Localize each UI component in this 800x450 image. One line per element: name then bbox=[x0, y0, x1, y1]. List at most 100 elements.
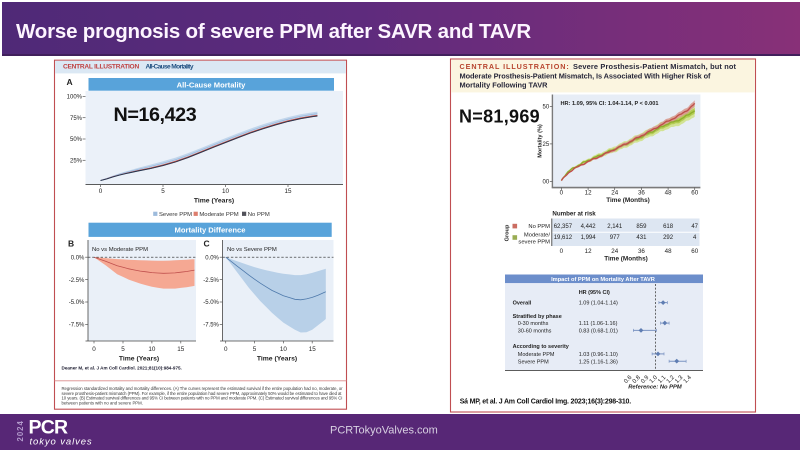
svg-text:48: 48 bbox=[665, 248, 672, 255]
svg-text:0: 0 bbox=[560, 248, 564, 255]
svg-text:4: 4 bbox=[693, 235, 697, 241]
svg-text:CENTRAL ILLUSTRATION: CENTRAL ILLUSTRATION bbox=[63, 64, 140, 71]
svg-text:Deaner M, et al. J Am Coll Car: Deaner M, et al. J Am Coll Cardiol. 2021… bbox=[62, 366, 182, 371]
svg-text:Number at risk: Number at risk bbox=[552, 211, 596, 218]
svg-text:292: 292 bbox=[663, 235, 674, 241]
svg-text:25: 25 bbox=[543, 142, 550, 148]
svg-text:36: 36 bbox=[638, 248, 645, 255]
svg-text:C: C bbox=[204, 239, 210, 249]
svg-text:0-30 months: 0-30 months bbox=[518, 321, 549, 327]
svg-text:0.8: 0.8 bbox=[632, 374, 643, 385]
svg-text:-2.5%: -2.5% bbox=[69, 278, 85, 284]
svg-text:0.0%: 0.0% bbox=[71, 255, 85, 261]
svg-text:2,141: 2,141 bbox=[607, 224, 623, 230]
svg-text:24: 24 bbox=[611, 248, 618, 255]
svg-text:0: 0 bbox=[224, 346, 228, 353]
svg-text:All-Cause Mortality: All-Cause Mortality bbox=[177, 80, 247, 89]
svg-text:B: B bbox=[68, 238, 74, 248]
svg-text:-5.0%: -5.0% bbox=[203, 300, 219, 306]
svg-text:1.4: 1.4 bbox=[683, 374, 694, 385]
svg-text:Moderate PPM: Moderate PPM bbox=[199, 212, 238, 218]
svg-text:618: 618 bbox=[663, 224, 674, 230]
svg-text:10: 10 bbox=[148, 346, 156, 353]
svg-text:0: 0 bbox=[99, 188, 103, 195]
svg-text:19,612: 19,612 bbox=[554, 235, 573, 241]
svg-text:1.0: 1.0 bbox=[649, 374, 660, 385]
svg-text:2024: 2024 bbox=[16, 420, 25, 441]
svg-text:60: 60 bbox=[691, 189, 698, 196]
svg-text:HR: 1.09, 95% CI: 1.04-1.14, P: HR: 1.09, 95% CI: 1.04-1.14, P < 0.001 bbox=[561, 101, 659, 107]
svg-text:0.6: 0.6 bbox=[623, 374, 634, 385]
svg-text:30-60 months: 30-60 months bbox=[518, 329, 552, 335]
svg-text:859: 859 bbox=[636, 224, 647, 230]
svg-text:A: A bbox=[67, 77, 73, 87]
svg-text:No vs Moderate PPM: No vs Moderate PPM bbox=[92, 247, 148, 253]
svg-text:47: 47 bbox=[691, 224, 698, 230]
svg-text:Time (Years): Time (Years) bbox=[194, 198, 234, 205]
svg-text:No vs Severe PPM: No vs Severe PPM bbox=[227, 247, 277, 253]
svg-text:Mortality Difference: Mortality Difference bbox=[175, 226, 246, 235]
svg-text:HR (95% CI): HR (95% CI) bbox=[579, 290, 610, 296]
svg-text:1.1: 1.1 bbox=[657, 374, 668, 385]
svg-text:10 years. (B) Estimated surviv: 10 years. (B) Estimated survival differe… bbox=[62, 396, 343, 401]
svg-text:Severe PPM: Severe PPM bbox=[518, 359, 549, 365]
svg-text:Time (Years): Time (Years) bbox=[257, 356, 297, 363]
svg-text:25%: 25% bbox=[70, 159, 83, 165]
svg-text:977: 977 bbox=[610, 235, 621, 241]
svg-text:PCRTokyoValves.com: PCRTokyoValves.com bbox=[330, 425, 438, 437]
svg-text:1.03 (0.96-1.10): 1.03 (0.96-1.10) bbox=[579, 352, 618, 358]
svg-text:tokyo valves: tokyo valves bbox=[30, 437, 93, 448]
svg-text:48: 48 bbox=[665, 189, 672, 196]
svg-text:-5.0%: -5.0% bbox=[69, 300, 85, 306]
svg-text:12: 12 bbox=[585, 189, 592, 196]
svg-text:100%: 100% bbox=[67, 95, 83, 101]
svg-text:severe prosthesis-patient mism: severe prosthesis-patient mismatch (PPM)… bbox=[62, 391, 343, 396]
svg-text:0.83 (0.68-1.01): 0.83 (0.68-1.01) bbox=[579, 329, 618, 335]
svg-text:Worse prognosis of severe PPM: Worse prognosis of severe PPM after SAVR… bbox=[16, 20, 531, 43]
svg-text:All-Cause Mortality: All-Cause Mortality bbox=[146, 64, 194, 71]
svg-text:N=81,969: N=81,969 bbox=[459, 107, 540, 127]
svg-text:15: 15 bbox=[309, 346, 317, 353]
svg-text:1,994: 1,994 bbox=[581, 235, 597, 241]
svg-text:Moderate PPM: Moderate PPM bbox=[518, 352, 555, 358]
svg-text:Time (Months): Time (Months) bbox=[604, 255, 648, 262]
svg-text:36: 36 bbox=[638, 189, 645, 196]
svg-text:0.9: 0.9 bbox=[640, 374, 651, 385]
svg-text:Severe PPM: Severe PPM bbox=[159, 212, 192, 218]
svg-text:-7.5%: -7.5% bbox=[69, 323, 85, 329]
svg-text:5: 5 bbox=[253, 346, 257, 353]
svg-text:Impact of PPM on Mortality Aft: Impact of PPM on Mortality After TAVR bbox=[551, 277, 655, 283]
svg-text:Sá MP, et al. J Am Coll Cardio: Sá MP, et al. J Am Coll Cardiol Img. 202… bbox=[460, 398, 632, 405]
svg-text:Time (Months): Time (Months) bbox=[606, 197, 650, 204]
svg-text:Group: Group bbox=[505, 224, 511, 241]
svg-text:PCR: PCR bbox=[29, 417, 68, 439]
svg-text:Moderate/: Moderate/ bbox=[524, 233, 550, 239]
svg-text:1.09 (1.04-1.14): 1.09 (1.04-1.14) bbox=[579, 301, 618, 307]
svg-text:severe PPM: severe PPM bbox=[518, 239, 550, 245]
svg-text:4,442: 4,442 bbox=[581, 224, 597, 230]
svg-text:1.11 (1.06-1.16): 1.11 (1.06-1.16) bbox=[579, 321, 618, 327]
svg-text:00: 00 bbox=[543, 180, 550, 186]
svg-text:24: 24 bbox=[611, 189, 618, 196]
svg-text:5: 5 bbox=[121, 346, 125, 353]
svg-text:According to severity: According to severity bbox=[513, 344, 570, 350]
svg-text:431: 431 bbox=[636, 235, 647, 241]
svg-text:Reference: No PPM: Reference: No PPM bbox=[628, 385, 682, 391]
svg-text:60: 60 bbox=[691, 248, 698, 255]
svg-text:0.0%: 0.0% bbox=[205, 255, 219, 261]
svg-text:-2.5%: -2.5% bbox=[203, 278, 219, 284]
svg-text:1.2: 1.2 bbox=[666, 374, 677, 385]
svg-text:0: 0 bbox=[560, 189, 564, 196]
svg-text:Severe Prosthesis-Patient Mism: Severe Prosthesis-Patient Mismatch, but … bbox=[573, 62, 737, 71]
svg-text:5: 5 bbox=[161, 188, 165, 195]
svg-text:between patients with no and s: between patients with no and severe PPM. bbox=[62, 400, 143, 405]
svg-text:1.25 (1.16-1.36): 1.25 (1.16-1.36) bbox=[579, 359, 618, 365]
svg-text:12: 12 bbox=[585, 248, 592, 255]
svg-text:1.3: 1.3 bbox=[674, 374, 685, 385]
svg-text:Moderate Prosthesis-Patient Mi: Moderate Prosthesis-Patient Mismatch, Is… bbox=[460, 71, 712, 80]
svg-text:75%: 75% bbox=[70, 116, 83, 122]
svg-text:N=16,423: N=16,423 bbox=[114, 104, 197, 126]
svg-text:0: 0 bbox=[92, 346, 96, 353]
svg-text:CENTRAL ILLUSTRATION:: CENTRAL ILLUSTRATION: bbox=[460, 62, 570, 71]
svg-text:-7.5%: -7.5% bbox=[203, 323, 219, 329]
